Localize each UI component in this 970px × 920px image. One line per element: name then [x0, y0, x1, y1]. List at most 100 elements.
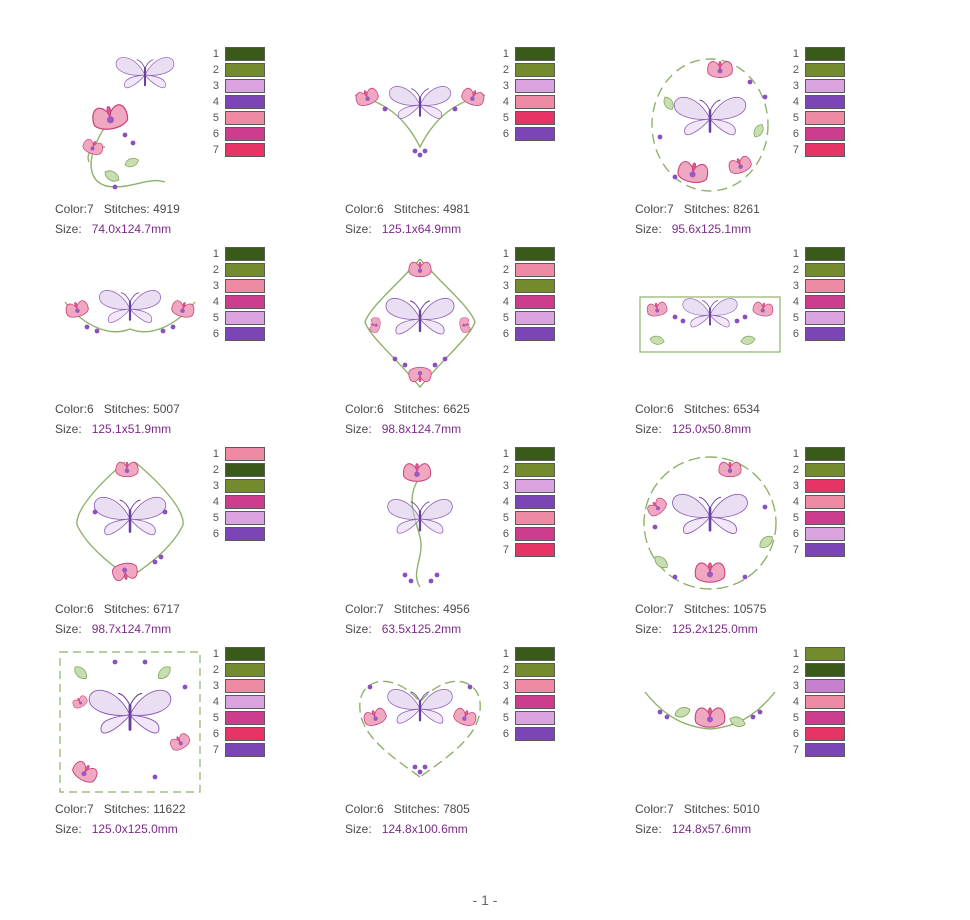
flower-motif [459, 317, 471, 333]
palette-number: 7 [792, 744, 799, 756]
vine-motif [411, 476, 422, 588]
design-cell: 1 2 3 4 5 6 7 Color:7 Stitches: 8261 Size: 95.6x12… [635, 47, 925, 247]
vine-motif [354, 94, 486, 149]
color-label: Color: [55, 802, 88, 816]
palette-number: 7 [212, 144, 219, 156]
stitch-count: 4981 [443, 202, 470, 216]
design-thumbnail [643, 456, 777, 590]
butterfly-motif [93, 496, 167, 536]
color-swatch [805, 79, 845, 93]
leaf-motif [663, 96, 674, 110]
palette-number: 6 [792, 528, 799, 540]
color-palette: 1 2 3 4 5 6 [207, 247, 267, 343]
design-cell: 1 2 3 4 5 6 Color:6 Stitches: 7805 Size: 124.8x10… [345, 647, 635, 847]
palette-number: 1 [212, 648, 219, 660]
palette-number: 5 [502, 512, 509, 524]
palette-row: 4 [787, 695, 847, 711]
size-label: Size: [55, 822, 82, 836]
color-swatch [225, 743, 265, 757]
palette-number: 4 [502, 696, 509, 708]
palette-row: 5 [787, 711, 847, 727]
design-thumbnail [82, 57, 175, 190]
leaf-motif [753, 124, 764, 138]
design-thumbnail [639, 296, 781, 353]
stitches-label: Stitches: [103, 202, 150, 216]
color-swatch [225, 711, 265, 725]
vine-motif [639, 296, 781, 353]
size-value: 125.2x125.0mm [671, 622, 758, 636]
stitch-count: 4956 [443, 602, 470, 616]
bead-motif [672, 174, 678, 180]
design-thumbnail [364, 258, 476, 389]
flower-motif [694, 562, 726, 583]
flower-motif [369, 317, 381, 333]
palette-number: 3 [792, 480, 799, 492]
palette-row: 3 [497, 79, 557, 95]
palette-number: 2 [502, 664, 509, 676]
size-label: Size: [345, 422, 372, 436]
color-swatch [225, 127, 265, 141]
design-color-stitches: Color:7 Stitches: 11622 [55, 802, 186, 816]
palette-row: 7 [787, 743, 847, 759]
palette-row: 1 [787, 47, 847, 63]
palette-number: 4 [792, 96, 799, 108]
color-swatch [805, 247, 845, 261]
size-value: 125.1x64.9mm [381, 222, 462, 236]
palette-number: 1 [502, 448, 509, 460]
design-color-stitches: Color:7 Stitches: 4919 [55, 202, 180, 216]
color-swatch [515, 495, 555, 509]
flower-motif [363, 707, 387, 726]
palette-row: 3 [497, 279, 557, 295]
palette-row: 6 [787, 727, 847, 743]
bead-motif [130, 140, 136, 146]
palette-row: 2 [787, 63, 847, 79]
color-swatch [805, 647, 845, 661]
butterfly-motif [387, 689, 453, 724]
color-swatch [515, 295, 555, 309]
palette-number: 1 [792, 248, 799, 260]
palette-number: 4 [212, 296, 219, 308]
palette-row: 3 [207, 679, 267, 695]
color-swatch [515, 247, 555, 261]
palette-row: 6 [787, 327, 847, 343]
palette-number: 6 [212, 328, 219, 340]
flower-motif [677, 161, 709, 184]
color-swatch [225, 727, 265, 741]
design-cell: 1 2 3 4 5 6 Color:6 Stitches: 6625 Size: 98.8x124… [345, 247, 635, 447]
stitches-label: Stitches: [103, 402, 150, 416]
size-value: 124.8x100.6mm [381, 822, 468, 836]
palette-number: 5 [502, 712, 509, 724]
palette-row: 4 [207, 495, 267, 511]
palette-number: 3 [212, 680, 219, 692]
flower-motif [72, 695, 88, 709]
stitches-label: Stitches: [103, 602, 150, 616]
design-size: Size: 63.5x125.2mm [345, 622, 461, 636]
color-swatch [225, 663, 265, 677]
palette-row: 7 [207, 143, 267, 159]
palette-row: 7 [497, 543, 557, 559]
design-size: Size: 98.8x124.7mm [345, 422, 461, 436]
size-value: 125.1x51.9mm [91, 422, 172, 436]
palette-row: 2 [207, 663, 267, 679]
bead-motif [422, 148, 428, 154]
palette-number: 7 [212, 744, 219, 756]
design-color-stitches: Color:6 Stitches: 6717 [55, 602, 180, 616]
color-label: Color: [345, 402, 378, 416]
design-thumbnail [76, 461, 184, 582]
palette-row: 7 [787, 143, 847, 159]
color-swatch [225, 647, 265, 661]
color-swatch [225, 247, 265, 261]
palette-number: 7 [792, 544, 799, 556]
color-label: Color: [345, 802, 378, 816]
palette-row: 2 [497, 263, 557, 279]
butterfly-motif [115, 57, 175, 89]
bead-motif [467, 684, 473, 690]
color-swatch [805, 679, 845, 693]
bead-motif [657, 134, 663, 140]
design-cell: 1 2 3 4 5 6 7 Color:7 Stitches: 4919 Size: 74.0x12… [55, 47, 345, 247]
color-swatch [225, 527, 265, 541]
color-swatch [515, 63, 555, 77]
palette-number: 5 [792, 512, 799, 524]
color-swatch [805, 743, 845, 757]
palette-number: 1 [792, 48, 799, 60]
